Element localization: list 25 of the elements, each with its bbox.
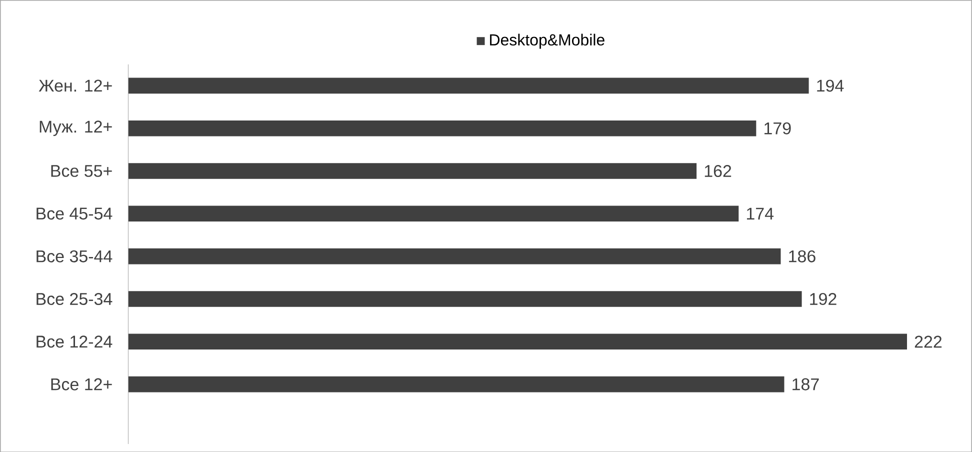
y-tick-label: Все 25-34 <box>36 292 112 305</box>
data-label: 174 <box>746 208 774 220</box>
bar <box>128 248 781 264</box>
data-label: 179 <box>764 122 791 134</box>
bar <box>128 376 784 392</box>
data-label: 222 <box>914 336 942 348</box>
y-tick-label: Все 55+ <box>51 164 112 177</box>
y-tick-label: Все 35-44 <box>36 250 112 262</box>
data-label: 192 <box>810 292 836 305</box>
legend-label: Desktop&Mobile <box>490 34 604 48</box>
bar <box>128 206 739 222</box>
data-label: 162 <box>704 164 732 177</box>
data-label: 186 <box>789 250 816 262</box>
data-label: 194 <box>817 79 844 92</box>
bar <box>128 120 756 136</box>
y-tick-label: Все 45-54 <box>36 208 112 220</box>
y-tick-label: Муж. 12+ <box>40 120 112 136</box>
y-tick-label: Все 12-24 <box>36 335 112 348</box>
bar <box>128 290 802 307</box>
y-tick-label: Все 12+ <box>51 378 112 390</box>
bar <box>128 334 908 350</box>
bar <box>128 78 809 94</box>
data-label: 187 <box>792 378 819 390</box>
y-tick-label: Жен. 12+ <box>38 79 112 92</box>
bar <box>128 162 697 179</box>
